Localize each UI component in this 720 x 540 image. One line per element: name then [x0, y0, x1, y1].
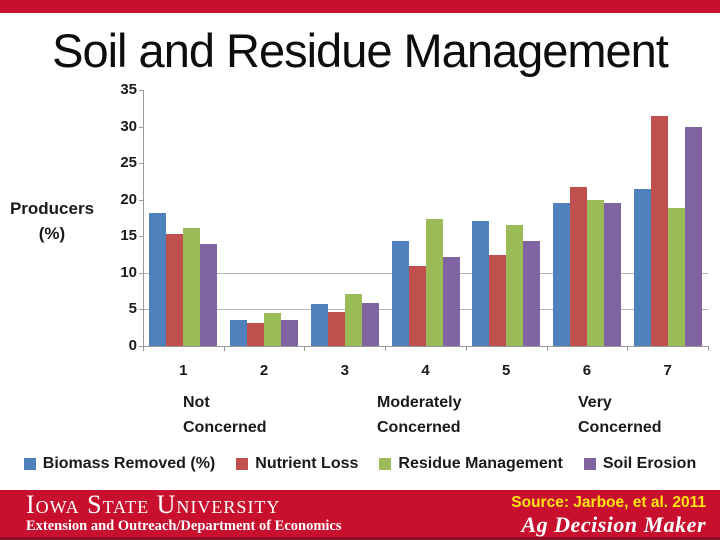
- y-tick-label: 25: [120, 154, 137, 172]
- source-citation: Source: Jarboe, et al. 2011: [511, 494, 706, 511]
- bar-soil-erosion-cat3: [361, 302, 379, 346]
- bar-nutrient-loss-cat5: [489, 254, 507, 346]
- legend-label: Residue Management: [398, 455, 563, 472]
- y-tick-mark: [139, 126, 143, 128]
- legend-swatch-icon: [23, 458, 36, 470]
- x-tick-mark: [546, 347, 548, 351]
- bar-soil-erosion-cat1: [200, 244, 218, 346]
- footer-right: Source: Jarboe, et al. 2011 Ag Decision …: [511, 493, 706, 537]
- bar-residue-management-cat1: [183, 228, 201, 346]
- y-axis-label-line2: (%): [38, 224, 66, 243]
- x-tick-label: 7: [663, 362, 672, 379]
- legend-item: Residue Management: [379, 455, 563, 473]
- bar-residue-management-cat2: [264, 313, 282, 346]
- bar-biomass-removed-cat1: [149, 212, 167, 346]
- x-tick-label: 5: [502, 362, 511, 379]
- bar-biomass-removed-cat7: [633, 188, 651, 346]
- x-tick-label: 3: [340, 362, 349, 379]
- bar-biomass-removed-cat3: [310, 303, 328, 346]
- axis-group-label: Moderately Concerned: [377, 394, 462, 436]
- bar-nutrient-loss-cat2: [247, 323, 265, 346]
- bar-nutrient-loss-cat3: [327, 312, 345, 346]
- x-tick-mark: [304, 347, 306, 351]
- bar-soil-erosion-cat2: [281, 319, 299, 346]
- y-tick-label: 15: [120, 227, 137, 245]
- y-tick-mark: [139, 199, 143, 201]
- slide-title: Soil and Residue Management: [52, 24, 669, 77]
- bar-nutrient-loss-cat6: [569, 187, 587, 346]
- x-tick-label: 4: [421, 362, 430, 379]
- bar-nutrient-loss-cat1: [166, 234, 184, 346]
- axis-group-label: Very Concerned: [578, 394, 662, 436]
- y-tick-mark: [139, 90, 143, 91]
- bar-soil-erosion-cat7: [684, 127, 702, 346]
- legend-swatch-icon: [379, 458, 392, 470]
- y-axis-label-line1: Producers: [9, 199, 95, 218]
- bar-soil-erosion-cat4: [442, 256, 460, 346]
- legend-item: Nutrient Loss: [236, 455, 358, 473]
- x-tick-mark: [627, 347, 629, 351]
- y-tick-label: 30: [120, 117, 137, 135]
- y-tick-mark: [139, 346, 143, 347]
- legend-label: Soil Erosion: [602, 455, 697, 472]
- x-tick-label: 6: [582, 362, 592, 379]
- legend-item: Biomass Removed (%): [23, 455, 216, 473]
- legend-swatch-icon: [236, 458, 249, 470]
- bar-biomass-removed-cat5: [472, 220, 490, 346]
- y-axis-line: [143, 90, 144, 347]
- ag-decision-maker-logo: Ag Decision Maker: [521, 512, 706, 537]
- legend-item: Soil Erosion: [583, 455, 697, 473]
- footer-banner: Iowa State University Extension and Outr…: [0, 490, 720, 540]
- x-tick-mark: [465, 347, 467, 351]
- bar-biomass-removed-cat2: [230, 319, 248, 346]
- university-wordmark: Iowa State University: [26, 490, 281, 519]
- legend-swatch-icon: [583, 458, 596, 470]
- department-text: Extension and Outreach/Department of Eco…: [26, 518, 342, 534]
- bar-soil-erosion-cat5: [523, 240, 541, 346]
- y-tick-label: 35: [120, 81, 137, 98]
- x-tick-mark: [708, 347, 709, 351]
- x-tick-mark: [223, 347, 225, 351]
- bar-residue-management-cat7: [667, 208, 685, 346]
- bar-soil-erosion-cat6: [603, 202, 621, 346]
- y-tick-mark: [139, 163, 143, 165]
- bar-residue-management-cat3: [344, 294, 362, 346]
- x-tick-mark: [385, 347, 387, 351]
- bar-nutrient-loss-cat4: [408, 265, 426, 346]
- footer-left: Iowa State University Extension and Outr…: [26, 491, 342, 535]
- bar-residue-management-cat4: [425, 219, 443, 346]
- chart-legend: Biomass Removed (%) Nutrient Loss Residue …: [0, 451, 720, 477]
- y-tick-label: 20: [120, 190, 137, 208]
- bar-nutrient-loss-cat7: [650, 116, 668, 346]
- legend-label: Nutrient Loss: [255, 455, 359, 472]
- top-accent-bar: [0, 0, 720, 13]
- x-tick-mark: [143, 347, 144, 351]
- x-axis-line: [143, 346, 709, 347]
- y-tick-mark: [139, 309, 143, 311]
- y-tick-mark: [139, 236, 143, 238]
- y-tick-label: 0: [128, 337, 137, 354]
- y-axis-label: Producers (%): [2, 196, 102, 246]
- legend-label: Biomass Removed (%): [42, 455, 216, 472]
- bar-residue-management-cat5: [506, 225, 524, 346]
- bar-residue-management-cat6: [586, 200, 604, 346]
- bar-biomass-removed-cat6: [552, 202, 570, 346]
- y-tick-label: 10: [120, 263, 137, 281]
- x-tick-label: 1: [179, 362, 188, 379]
- bar-biomass-removed-cat4: [391, 241, 409, 346]
- y-tick-label: 5: [128, 300, 137, 318]
- x-tick-label: 2: [259, 362, 269, 379]
- axis-group-label: Not Concerned: [183, 394, 267, 436]
- y-tick-mark: [139, 272, 143, 274]
